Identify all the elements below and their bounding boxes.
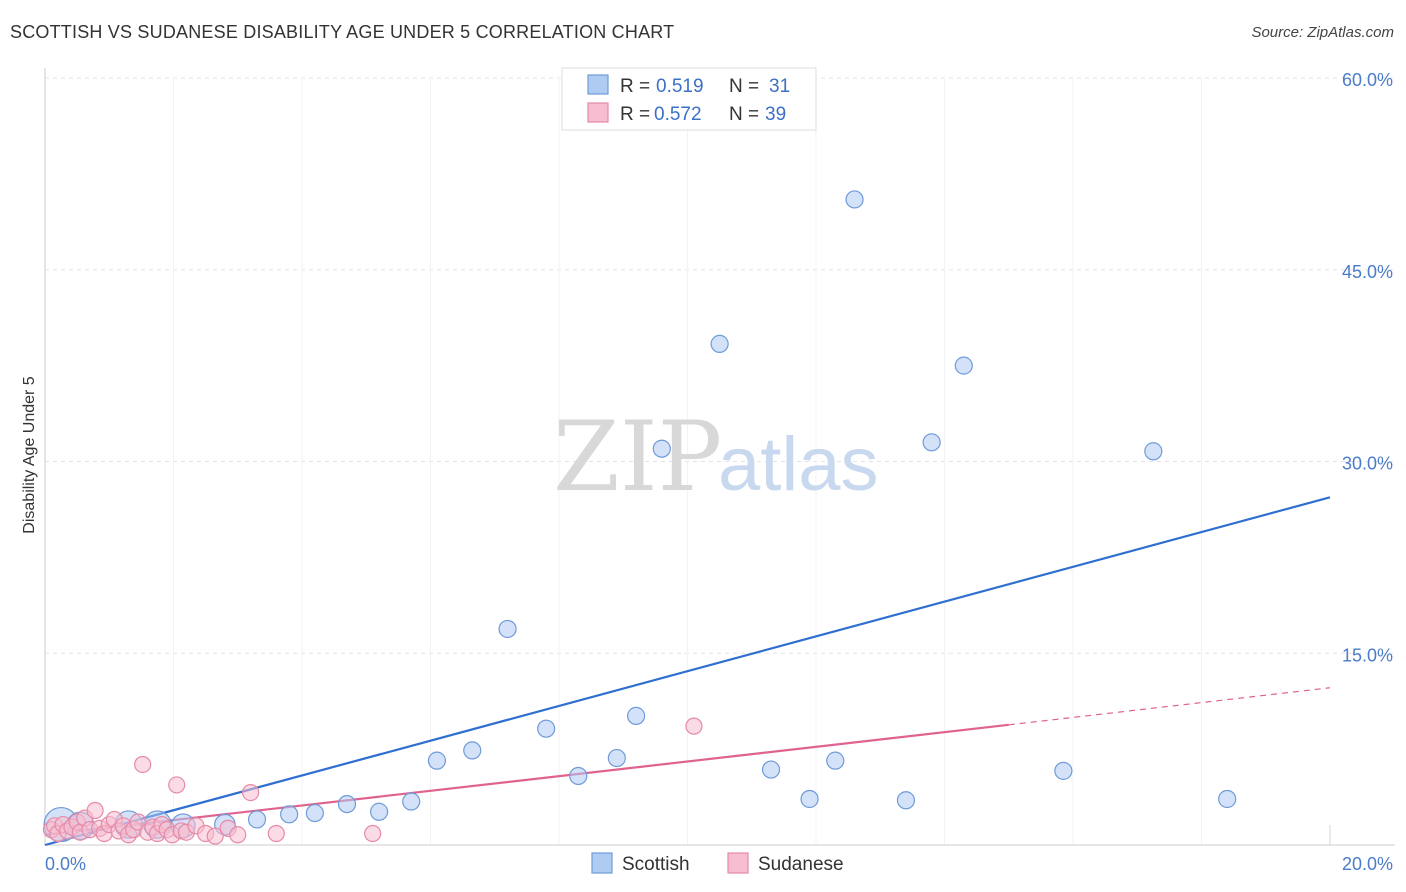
sudanese-trend-extension [1008, 687, 1331, 726]
y-tick-label-1: 30.0% [1342, 454, 1393, 474]
watermark: ZIP atlas [553, 401, 879, 513]
bottom-legend-scottish: Scottish [622, 854, 690, 875]
scottish-point-7 [280, 805, 299, 824]
scottish-point-8 [305, 803, 324, 823]
legend-n-label-scottish: N = [729, 76, 759, 97]
sudanese-point-35 [242, 783, 260, 802]
legend-swatch-sudanese [587, 102, 609, 123]
chart-title: SCOTTISH VS SUDANESE DISABILITY AGE UNDE… [10, 22, 675, 42]
scottish-point-14 [498, 619, 517, 639]
scottish-point-6 [247, 810, 267, 829]
sudanese-point-20 [134, 755, 152, 774]
bottom-legend-sudanese: Sudanese [758, 854, 844, 875]
sudanese-point-32 [206, 827, 224, 845]
y-tick-label-2: 45.0% [1342, 262, 1393, 282]
tick-labels: 15.0% 30.0% 45.0% 60.0% 0.0% 20.0% [45, 70, 1393, 874]
sudanese-trend-line [44, 723, 1009, 836]
scottish-trend-line [44, 496, 1331, 847]
legend-r-value-scottish: 0.519 [656, 76, 704, 97]
legend-r-value-sudanese: 0.572 [654, 104, 702, 125]
scottish-point-10 [370, 802, 389, 821]
x-tick-label-min: 0.0% [45, 854, 86, 874]
data-points [42, 190, 1237, 845]
scottish-point-25 [896, 791, 916, 810]
scottish-point-21 [761, 760, 781, 779]
scottish-point-13 [463, 741, 482, 760]
trend-lines [44, 496, 1331, 847]
sudanese-point-38 [685, 717, 703, 735]
legend-n-value-sudanese: 39 [765, 104, 786, 125]
sudanese-point-34 [229, 826, 247, 844]
scottish-point-24 [845, 190, 864, 209]
source-label: Source: ZipAtlas.com [1251, 24, 1394, 41]
scottish-point-17 [607, 748, 626, 768]
sudanese-point-10 [86, 801, 104, 820]
legend: R = 0.519 N = 31 R = 0.572 N = 39 [561, 67, 817, 131]
y-tick-label-3: 60.0% [1342, 70, 1393, 90]
scottish-point-27 [954, 356, 973, 375]
scottish-point-16 [569, 766, 588, 786]
watermark-atlas: atlas [718, 422, 879, 507]
legend-r-label-scottish: R = [620, 76, 650, 97]
scottish-point-11 [402, 792, 421, 811]
grid-lines [44, 77, 1395, 845]
scottish-point-15 [537, 719, 556, 738]
sudanese-point-37 [364, 824, 382, 843]
y-tick-label-0: 15.0% [1342, 645, 1393, 665]
scottish-point-23 [826, 751, 845, 770]
scottish-point-29 [1144, 442, 1163, 461]
scottish-point-12 [427, 751, 447, 770]
scottish-point-30 [1218, 789, 1237, 809]
scottish-point-9 [337, 794, 357, 814]
legend-swatch-scottish [587, 74, 609, 95]
legend-r-label-sudanese: R = [620, 104, 650, 125]
sudanese-point-27 [168, 776, 186, 794]
watermark-zip: ZIP [553, 401, 722, 513]
bottom-legend-swatch-sudanese [727, 852, 749, 874]
bottom-legend-swatch-scottish [591, 852, 613, 874]
sudanese-point-36 [267, 824, 285, 843]
legend-n-label-sudanese: N = [729, 104, 759, 125]
scottish-point-19 [652, 439, 671, 458]
bottom-legend: Scottish Sudanese [591, 852, 844, 875]
axes [44, 68, 1395, 846]
scottish-point-26 [922, 433, 941, 452]
scottish-point-20 [710, 334, 729, 353]
x-tick-label-max: 20.0% [1342, 854, 1393, 874]
y-axis-label: Disability Age Under 5 [21, 376, 38, 534]
scottish-point-18 [626, 706, 646, 725]
scottish-point-28 [1054, 761, 1073, 780]
legend-n-value-scottish: 31 [769, 76, 790, 97]
scottish-point-22 [800, 789, 819, 809]
